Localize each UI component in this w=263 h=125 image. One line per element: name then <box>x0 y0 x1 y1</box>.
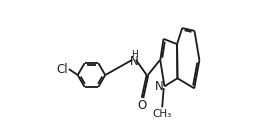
Text: Cl: Cl <box>57 62 68 76</box>
Text: CH₃: CH₃ <box>153 109 172 119</box>
Text: O: O <box>137 100 146 112</box>
Text: N: N <box>130 55 138 68</box>
Text: N: N <box>155 80 164 93</box>
Text: H: H <box>131 50 138 59</box>
